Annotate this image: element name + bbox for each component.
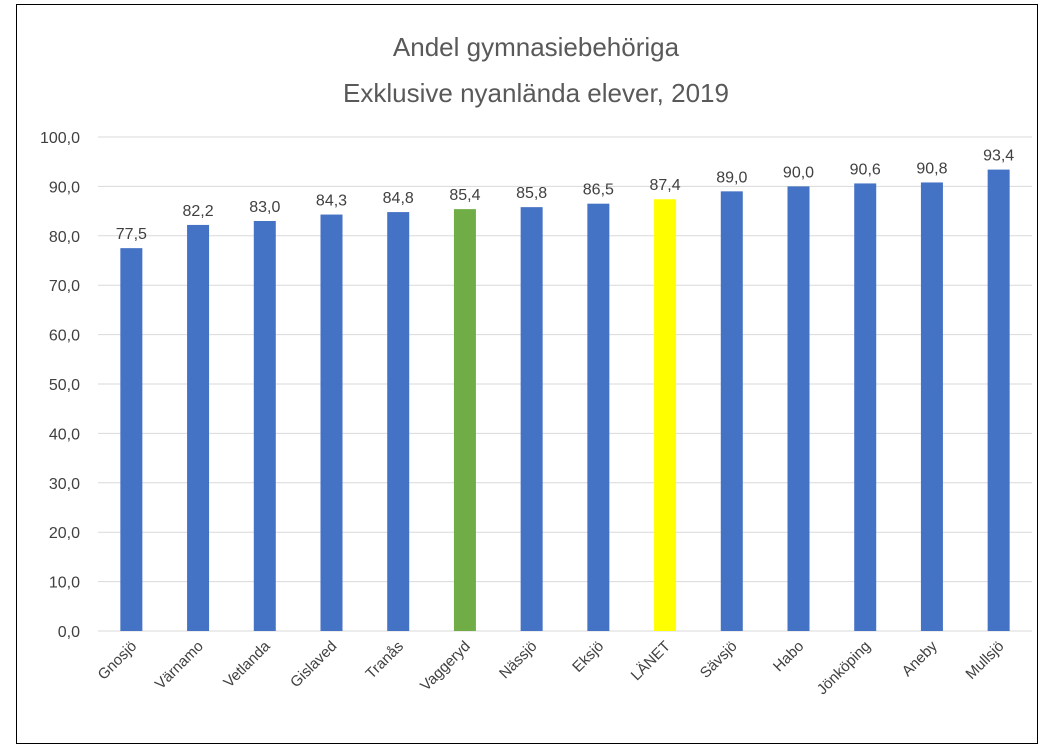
y-tick-label: 60,0: [49, 328, 80, 345]
x-tick-label: Jönköping: [814, 638, 874, 698]
data-label: 84,3: [316, 193, 347, 210]
x-tick-label: Habo: [770, 638, 807, 675]
bar: [720, 191, 743, 631]
chart-subtitle: Exklusive nyanlända elever, 2019: [343, 78, 729, 108]
y-tick-label: 0,0: [58, 624, 80, 641]
bar: [253, 220, 276, 632]
data-label: 85,8: [516, 185, 547, 202]
data-label: 89,0: [716, 169, 747, 186]
data-label: 93,4: [983, 148, 1014, 165]
data-label: 87,4: [650, 177, 681, 194]
y-tick-label: 40,0: [49, 426, 80, 443]
bar: [654, 199, 677, 631]
x-tick-label: Nässjö: [496, 638, 540, 682]
data-label: 82,2: [183, 203, 214, 220]
x-tick-label: Sävsjö: [697, 638, 741, 682]
data-label: 90,8: [916, 160, 947, 177]
y-tick-label: 10,0: [49, 575, 80, 592]
data-label: 86,5: [583, 182, 614, 199]
bar: [120, 248, 143, 631]
y-tick-label: 30,0: [49, 476, 80, 493]
y-tick-label: 80,0: [49, 229, 80, 246]
x-tick-label: Mullsjö: [962, 638, 1007, 683]
data-label: 77,5: [116, 226, 147, 243]
x-tick-label: Vaggeryd: [417, 638, 474, 695]
x-tick-label: Gnosjö: [95, 638, 141, 684]
chart-title: Andel gymnasiebehöriga: [393, 32, 680, 62]
x-tick-label: Värnamo: [152, 638, 207, 693]
bar: [854, 183, 877, 631]
bar: [187, 224, 210, 631]
y-tick-label: 70,0: [49, 278, 80, 295]
x-tick-label: Tranås: [362, 638, 407, 683]
y-tick-label: 50,0: [49, 377, 80, 394]
data-label: 90,0: [783, 164, 814, 181]
bar: [587, 203, 610, 631]
bar: [920, 182, 943, 631]
x-tick-label: Aneby: [899, 637, 941, 679]
x-tick-label: Vetlanda: [220, 637, 274, 691]
bar: [320, 214, 343, 632]
data-label: 85,4: [449, 187, 480, 204]
x-tick-label: LÄNET: [628, 638, 674, 684]
data-label: 90,6: [850, 161, 881, 178]
bar: [787, 186, 810, 631]
bar: [453, 209, 476, 631]
data-label: 83,0: [249, 199, 280, 216]
x-tick-label: Gislaved: [287, 638, 340, 691]
bar: [387, 212, 410, 631]
y-tick-label: 20,0: [49, 525, 80, 542]
y-tick-label: 100,0: [40, 130, 80, 147]
data-label: 84,8: [383, 190, 414, 207]
y-tick-label: 90,0: [49, 179, 80, 196]
bar: [520, 207, 543, 631]
bar: [987, 169, 1010, 631]
x-tick-label: Eksjö: [569, 638, 607, 676]
